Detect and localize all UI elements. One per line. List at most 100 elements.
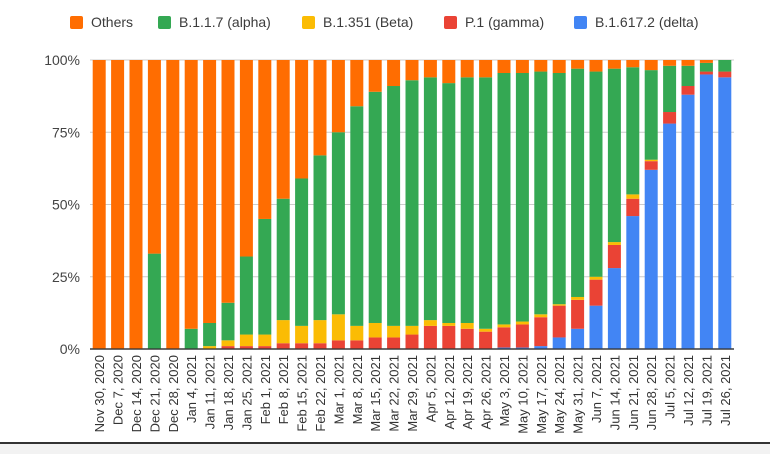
bar-segment-b-1-617-2-delta	[534, 346, 548, 349]
legend-item-delta[interactable]: B.1.617.2 (delta)	[574, 14, 699, 30]
bar-segment-b-1-1-7-alpha	[663, 65, 677, 113]
bar-segment-p-1-gamma	[221, 346, 235, 349]
bar-segment-p-1-gamma	[405, 334, 419, 349]
bar-segment-b-1-617-2-delta	[699, 74, 713, 349]
bar-segment-others	[313, 60, 327, 156]
bar-segment-b-1-1-7-alpha	[626, 67, 640, 195]
bar-segment-b-1-351-beta	[221, 340, 235, 347]
bar-segment-b-1-351-beta	[295, 325, 309, 344]
bar-segment-b-1-1-7-alpha	[331, 132, 345, 315]
x-tick-label: May 31, 2021	[571, 355, 586, 434]
bar-segment-b-1-1-7-alpha	[350, 106, 364, 326]
bar-segment-b-1-1-7-alpha	[718, 60, 732, 72]
bar-segment-b-1-351-beta	[589, 276, 603, 280]
bar-segment-b-1-1-7-alpha	[258, 218, 272, 335]
bar-segment-b-1-1-7-alpha	[515, 73, 529, 322]
bar-segment-p-1-gamma	[313, 343, 327, 349]
bar-segment-b-1-351-beta	[552, 304, 566, 306]
bar-segment-b-1-351-beta	[644, 159, 658, 162]
x-tick-label: Jun 21, 2021	[626, 355, 641, 430]
x-tick-label: Jun 14, 2021	[607, 355, 622, 430]
bar-segment-others	[405, 60, 419, 81]
x-tick-label: Jan 18, 2021	[221, 355, 236, 430]
x-tick-label: Mar 8, 2021	[350, 355, 365, 424]
bar-segment-others	[129, 60, 143, 349]
x-tick-label: Jul 26, 2021	[718, 355, 733, 426]
y-tick-label: 25%	[52, 269, 80, 285]
bar-segment-b-1-351-beta	[239, 334, 253, 347]
bar-segment-b-1-617-2-delta	[626, 216, 640, 349]
legend-item-others[interactable]: Others	[70, 14, 133, 30]
bar-segment-others	[147, 60, 161, 254]
y-tick-label: 0%	[60, 341, 80, 357]
bar-segment-b-1-351-beta	[258, 334, 272, 347]
bar-segment-others	[111, 60, 125, 349]
bar-segment-b-1-1-7-alpha	[534, 71, 548, 315]
legend-item-beta[interactable]: B.1.351 (Beta)	[302, 14, 413, 30]
bar-segment-p-1-gamma	[258, 346, 272, 349]
bar-segment-others	[534, 60, 548, 72]
bar-segment-b-1-1-7-alpha	[460, 77, 474, 323]
bar-segment-others	[239, 60, 253, 257]
bar-segment-b-1-617-2-delta	[607, 268, 621, 349]
bar-segment-others	[368, 60, 382, 92]
bar-segment-others	[607, 60, 621, 69]
bar-segment-b-1-351-beta	[387, 325, 401, 338]
x-tick-label: Jun 28, 2021	[644, 355, 659, 430]
bar-segment-others	[442, 60, 456, 84]
bar-segment-b-1-351-beta	[571, 296, 585, 300]
bar-segment-b-1-617-2-delta	[552, 337, 566, 349]
y-tick-label: 50%	[52, 197, 80, 213]
x-tick-label: Jul 19, 2021	[699, 355, 714, 426]
bar-segment-b-1-1-7-alpha	[699, 62, 713, 72]
x-tick-label: Apr 26, 2021	[479, 355, 494, 429]
x-tick-label: Mar 29, 2021	[405, 355, 420, 432]
bar-segment-b-1-351-beta	[313, 320, 327, 344]
bar-segment-b-1-617-2-delta	[589, 305, 603, 349]
bar-segment-b-1-1-7-alpha	[479, 77, 493, 329]
bar-segment-p-1-gamma	[331, 340, 345, 349]
bar-segment-p-1-gamma	[718, 71, 732, 78]
bar-segment-others	[258, 60, 272, 219]
bar-segment-others	[184, 60, 198, 329]
bar-segment-others	[644, 60, 658, 71]
x-tick-label: Jul 5, 2021	[663, 355, 678, 419]
bar-segment-b-1-1-7-alpha	[423, 77, 437, 321]
x-tick-label: Feb 1, 2021	[258, 355, 273, 424]
chart-legend: Others B.1.1.7 (alpha) B.1.351 (Beta) P.…	[0, 14, 770, 38]
bar-segment-others	[203, 60, 217, 323]
legend-label-others: Others	[91, 14, 134, 30]
bar-segment-p-1-gamma	[607, 244, 621, 269]
x-tick-label: Feb 15, 2021	[295, 355, 310, 432]
bar-segment-b-1-617-2-delta	[718, 77, 732, 349]
bar-segment-p-1-gamma	[276, 343, 290, 349]
x-tick-label: Feb 22, 2021	[313, 355, 328, 432]
bar-segment-b-1-1-7-alpha	[589, 71, 603, 277]
bar-segment-p-1-gamma	[460, 328, 474, 349]
y-tick-label: 100%	[44, 52, 80, 68]
x-tick-label: Jan 11, 2021	[203, 355, 218, 429]
bar-segment-p-1-gamma	[479, 331, 493, 349]
bar-segment-p-1-gamma	[589, 279, 603, 306]
bar-segment-b-1-617-2-delta	[644, 169, 658, 349]
bar-segment-others	[479, 60, 493, 78]
bar-segment-b-1-351-beta	[442, 322, 456, 326]
bar-segment-p-1-gamma	[534, 317, 548, 347]
bar-segment-others	[681, 60, 695, 66]
bar-segment-others	[276, 60, 290, 199]
bar-segment-others	[387, 60, 401, 87]
bar-segment-others	[699, 60, 713, 63]
bar-segment-others	[350, 60, 364, 107]
x-tick-label: Jul 12, 2021	[681, 355, 696, 426]
legend-item-gamma[interactable]: P.1 (gamma)	[444, 14, 544, 30]
bar-segment-others	[166, 60, 180, 349]
legend-label-delta: B.1.617.2 (delta)	[595, 14, 699, 30]
bar-segment-others	[663, 60, 677, 66]
legend-swatch-alpha	[158, 15, 171, 29]
legend-item-alpha[interactable]: B.1.1.7 (alpha)	[158, 14, 271, 30]
legend-label-gamma: P.1 (gamma)	[465, 14, 545, 30]
bar-segment-b-1-1-7-alpha	[644, 70, 658, 160]
bar-segment-b-1-1-7-alpha	[681, 65, 695, 87]
x-tick-label: Mar 15, 2021	[368, 355, 383, 432]
